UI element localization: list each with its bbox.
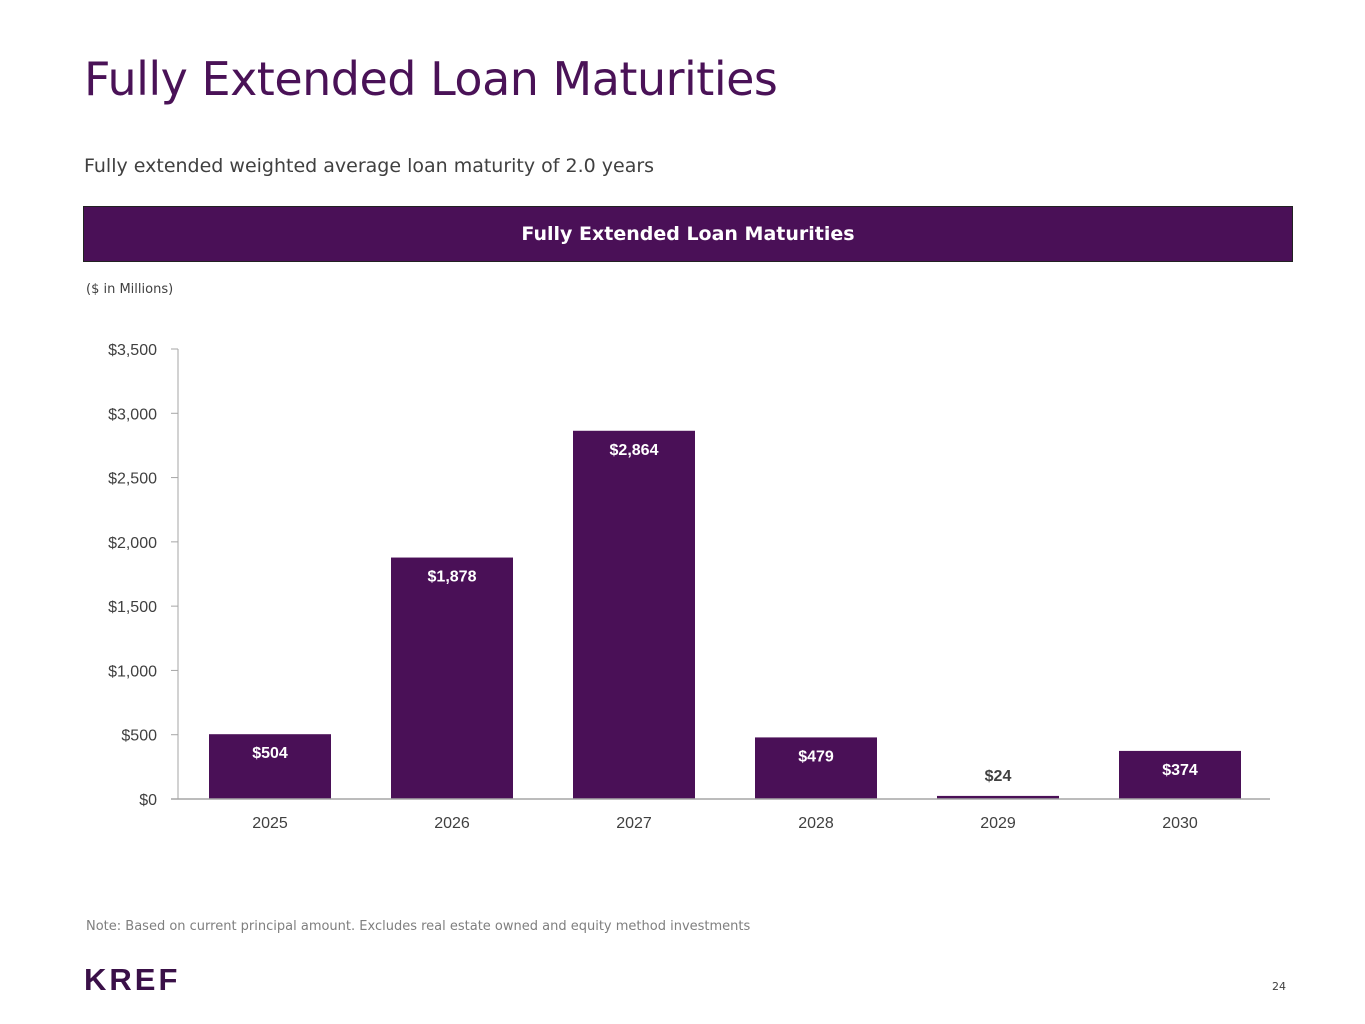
x-tick-label: 2028 xyxy=(798,815,834,832)
y-tick-label: $2,000 xyxy=(108,535,157,552)
units-label: ($ in Millions) xyxy=(86,282,174,297)
bar-2028 xyxy=(755,737,877,799)
x-tick-label: 2029 xyxy=(980,815,1016,832)
data-label: $374 xyxy=(1162,762,1198,779)
bar-2025 xyxy=(209,734,331,799)
y-tick-label: $3,500 xyxy=(108,342,157,359)
bar-2029 xyxy=(937,795,1059,799)
x-tick-label: 2025 xyxy=(252,815,288,832)
y-tick-label: $0 xyxy=(139,792,157,809)
y-tick-label: $1,500 xyxy=(108,599,157,616)
subtitle: Fully extended weighted average loan mat… xyxy=(84,155,655,177)
data-label: $1,878 xyxy=(428,569,477,586)
page-number: 24 xyxy=(1272,980,1286,993)
data-label: $479 xyxy=(798,748,834,765)
kref-logo: KREF xyxy=(84,962,181,997)
y-tick-label: $1,000 xyxy=(108,663,157,680)
y-tick-label: $2,500 xyxy=(108,471,157,488)
x-tick-label: 2030 xyxy=(1162,815,1198,832)
bar-2027 xyxy=(573,430,695,799)
data-label: $24 xyxy=(985,768,1012,785)
x-tick-label: 2026 xyxy=(434,815,470,832)
page-title: Fully Extended Loan Maturities xyxy=(84,52,778,106)
y-tick-label: $3,000 xyxy=(108,406,157,423)
y-tick-label: $500 xyxy=(121,728,157,745)
chart-banner: Fully Extended Loan Maturities xyxy=(83,206,1293,262)
footnote: Note: Based on current principal amount.… xyxy=(86,919,751,934)
x-tick-label: 2027 xyxy=(616,815,652,832)
data-label: $2,864 xyxy=(610,442,659,459)
data-label: $504 xyxy=(252,745,288,762)
bar-2030 xyxy=(1119,750,1241,799)
bar-2026 xyxy=(391,557,513,799)
